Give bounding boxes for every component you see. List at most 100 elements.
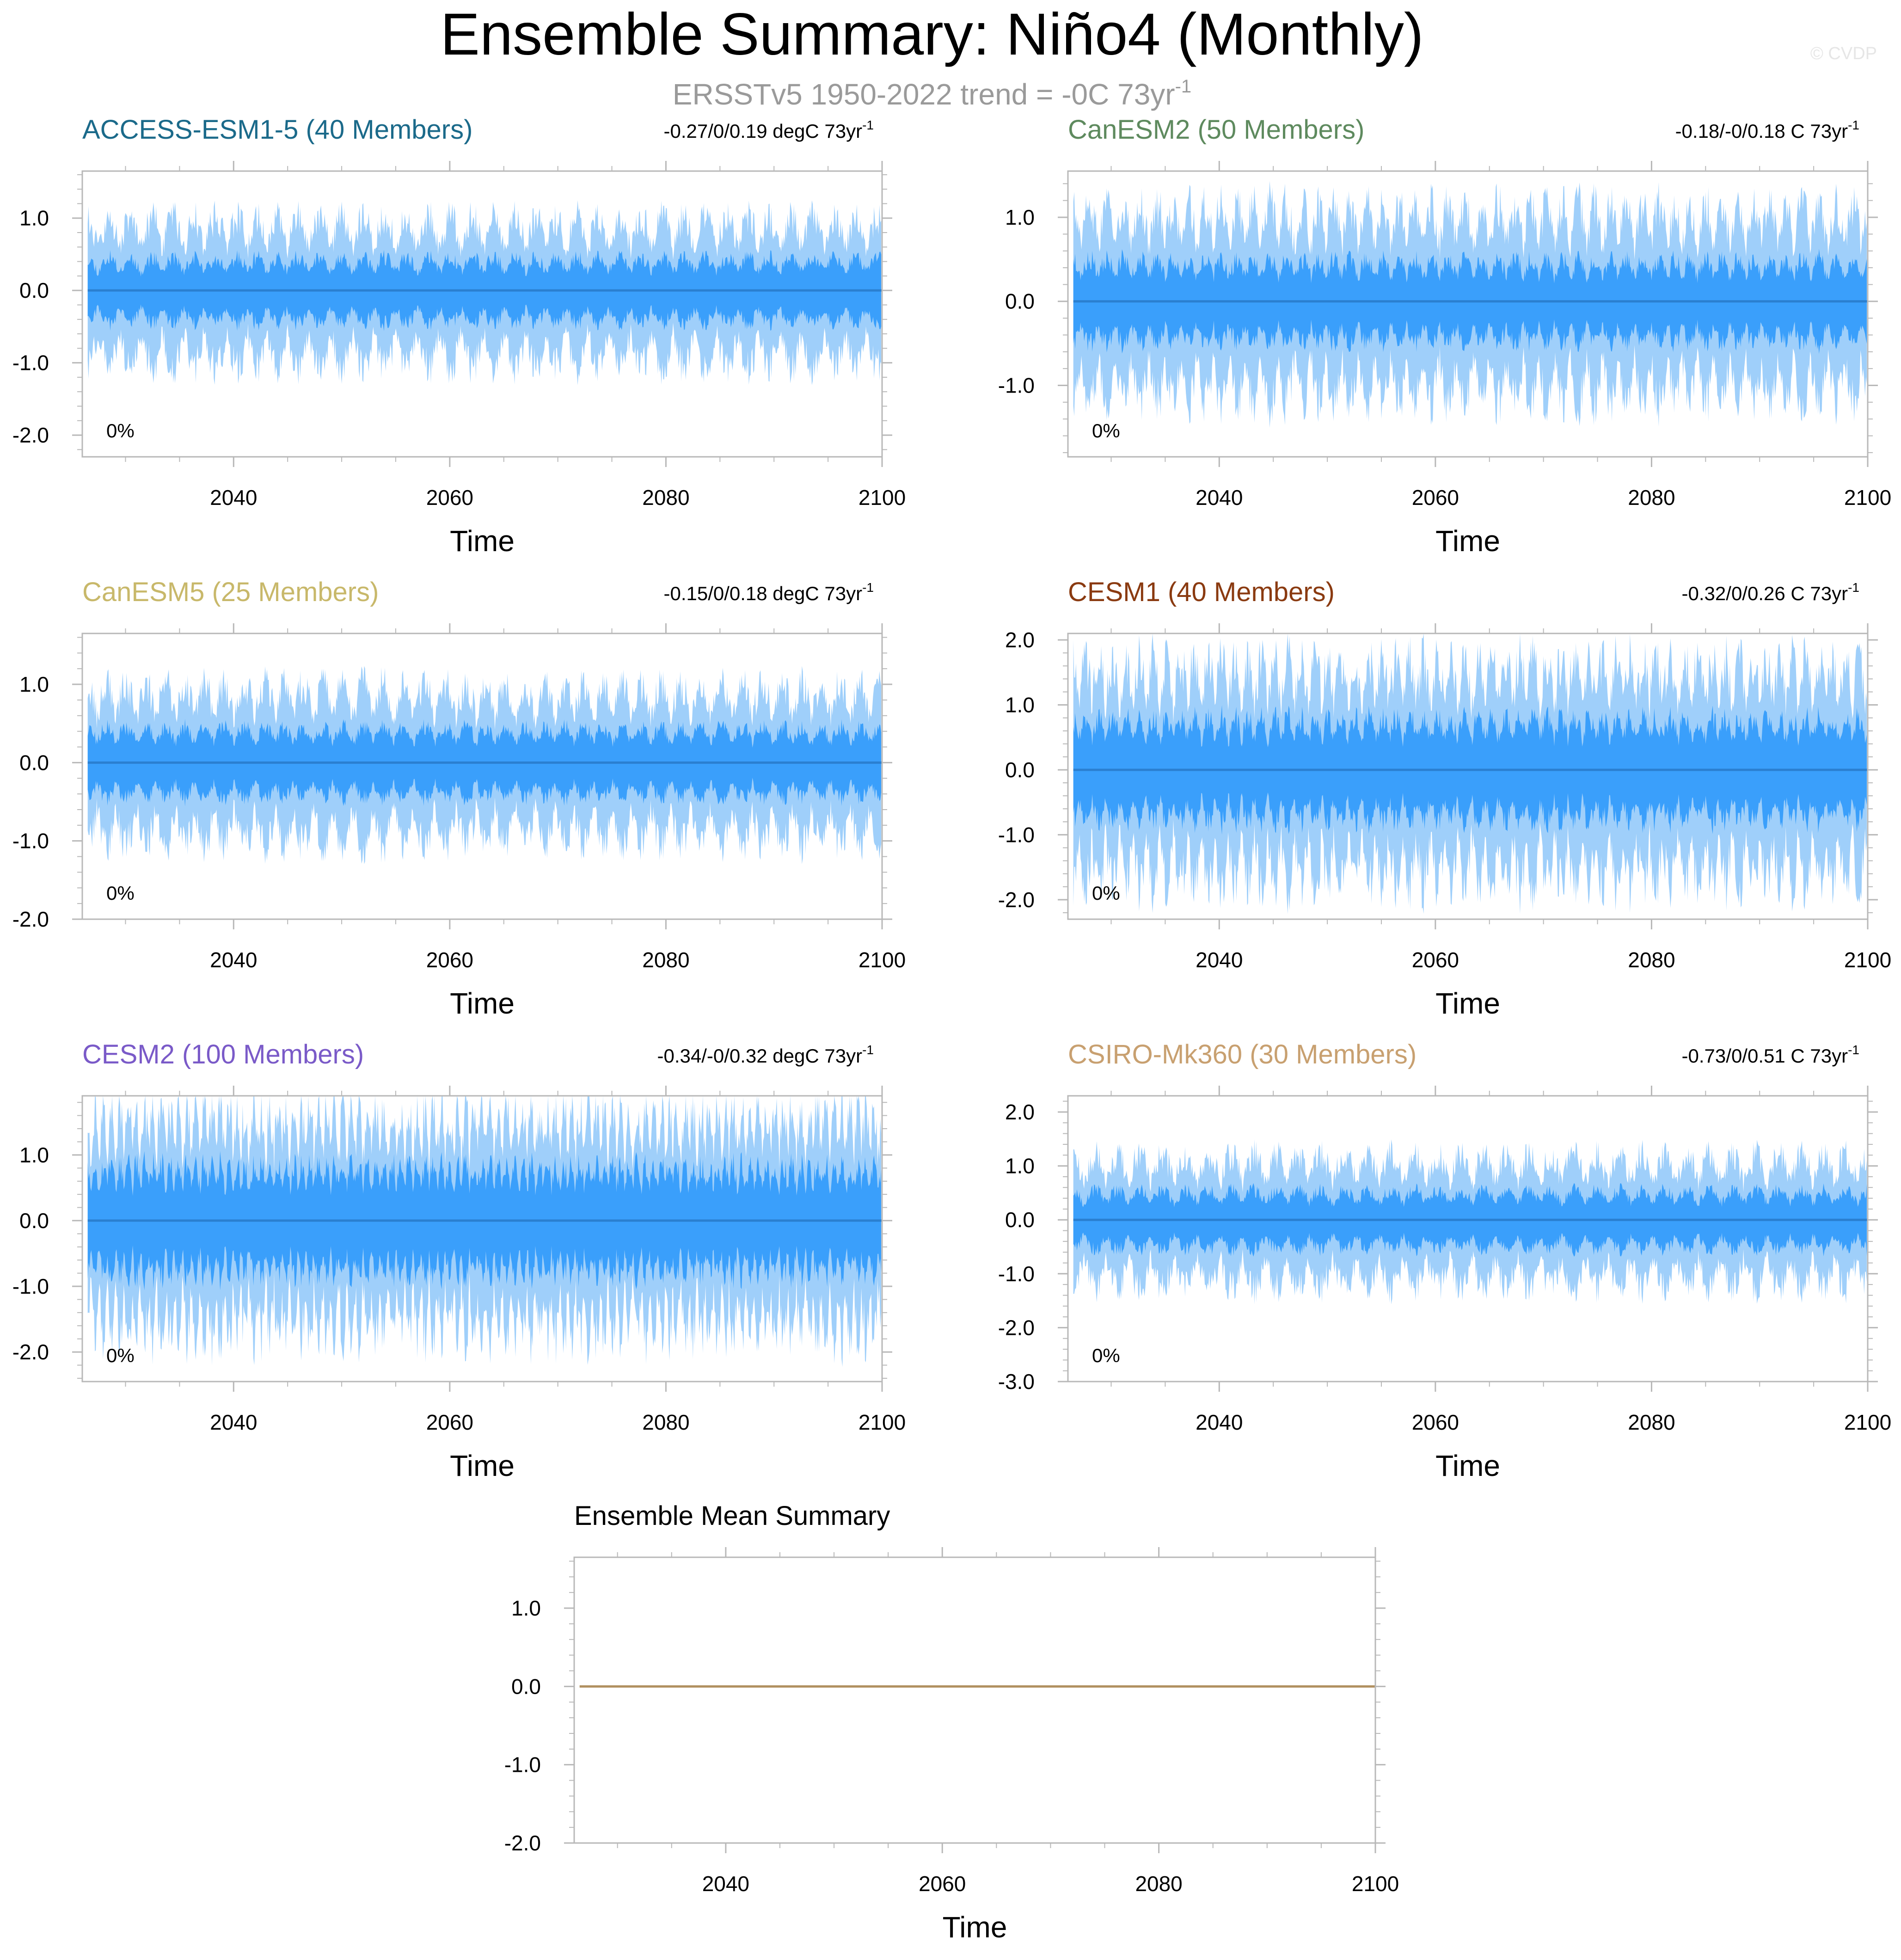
y-tick-label: 0.0 (1005, 289, 1035, 313)
chart-panels: -2.0 -1.0 0.0 1.0 2040 2060 2080 2100 Time ACCESS… (12, 115, 1891, 1944)
panel-title: CanESM2 (50 Members) (1068, 115, 1364, 145)
y-tick-label: -1.0 (504, 1753, 541, 1777)
x-tick-label: 2060 (919, 1872, 966, 1896)
plot-frame (1067, 633, 1869, 920)
figure-subtitle: ERSSTv5 1950-2022 trend = -0C 73yr-1 (673, 76, 1191, 111)
trend-label-text: -0.32/0/0.26 C 73yr (1682, 583, 1848, 604)
plot-frame (573, 1556, 1376, 1844)
y-tick-label: -2.0 (504, 1831, 541, 1855)
x-tick-label: 2100 (1844, 485, 1891, 510)
y-tick-label: 1.0 (511, 1596, 541, 1620)
x-tick-label: 2040 (210, 485, 257, 510)
y-tick-label: -3.0 (998, 1370, 1035, 1394)
chart-panel-5: -2.0 -1.0 0.0 1.0 2040 2060 2080 2100 Time CESM2 … (12, 1039, 906, 1482)
x-tick-label: 2040 (210, 1410, 257, 1434)
y-tick-label: -2.0 (998, 1315, 1035, 1339)
trend-label-superscript: -1 (1848, 1043, 1859, 1057)
x-tick-label: 2040 (1196, 948, 1243, 972)
x-axis-label: Time (450, 524, 515, 558)
y-tick-label: -1.0 (12, 829, 49, 853)
percent-label: 0% (1092, 882, 1120, 904)
x-tick-label: 2100 (859, 1410, 906, 1434)
panel-title: ACCESS-ESM1-5 (40 Members) (82, 115, 472, 145)
x-tick-label: 2060 (1412, 948, 1459, 972)
chart-panel-7: -2.0 -1.0 0.0 1.0 2040 2060 2080 2100 Time Ensemb… (504, 1501, 1399, 1944)
plot-frame (81, 170, 883, 458)
trend-label-text: -0.15/0/0.18 degC 73yr (663, 583, 862, 604)
trend-label-superscript: -1 (862, 1043, 874, 1057)
panel-title: CESM2 (100 Members) (82, 1039, 364, 1069)
chart-panel-1: -2.0 -1.0 0.0 1.0 2040 2060 2080 2100 Time ACCESS… (12, 115, 906, 558)
y-tick-label: -1.0 (998, 374, 1035, 398)
chart-panel-6: -3.0 -2.0 -1.0 0.0 1.0 2.0 2040 2060 2080 2100 Tim… (998, 1039, 1891, 1482)
trend-label-superscript: -1 (1848, 580, 1859, 595)
x-tick-label: 2080 (642, 948, 689, 972)
figure-title: Ensemble Summary: Niño4 (Monthly) (441, 1, 1424, 68)
x-tick-label: 2100 (859, 485, 906, 510)
x-axis-label: Time (1435, 524, 1500, 558)
trend-label: -0.15/0/0.18 degC 73yr-1 (663, 580, 874, 604)
y-tick-label: 1.0 (19, 1143, 49, 1167)
x-tick-label: 2040 (210, 948, 257, 972)
y-tick-label: -1.0 (12, 351, 49, 375)
percent-label: 0% (106, 882, 135, 904)
x-axis-label: Time (450, 987, 515, 1020)
x-tick-label: 2100 (1352, 1872, 1399, 1896)
x-tick-label: 2080 (642, 485, 689, 510)
trend-label-text: -0.18/-0/0.18 C 73yr (1675, 120, 1848, 142)
x-tick-label: 2040 (702, 1872, 749, 1896)
y-tick-label: 1.0 (19, 672, 49, 696)
y-tick-label: 0.0 (1005, 1208, 1035, 1232)
trend-label: -0.32/0/0.26 C 73yr-1 (1682, 580, 1859, 604)
y-tick-label: -2.0 (12, 423, 49, 447)
y-tick-label: 0.0 (19, 1209, 49, 1233)
trend-label-text: -0.73/0/0.51 C 73yr (1682, 1045, 1848, 1067)
percent-label: 0% (1092, 420, 1120, 442)
percent-label: 0% (106, 420, 135, 442)
panel-title: Ensemble Mean Summary (574, 1501, 890, 1531)
y-tick-label: -1.0 (998, 1262, 1035, 1286)
plot-frame (1067, 170, 1869, 458)
x-tick-label: 2060 (1412, 1410, 1459, 1434)
x-tick-label: 2040 (1196, 1410, 1243, 1434)
percent-label: 0% (106, 1345, 135, 1366)
cvdp-watermark: © CVDP (1810, 44, 1877, 63)
trend-label-superscript: -1 (1848, 118, 1859, 132)
plot-frame (1067, 1095, 1869, 1382)
trend-label: -0.27/0/0.19 degC 73yr-1 (663, 118, 874, 142)
x-tick-label: 2100 (859, 948, 906, 972)
x-tick-label: 2080 (642, 1410, 689, 1434)
x-tick-label: 2060 (426, 485, 473, 510)
trend-label: -0.34/-0/0.32 degC 73yr-1 (657, 1043, 874, 1067)
trend-label-text: -0.34/-0/0.32 degC 73yr (657, 1045, 862, 1067)
y-tick-label: 1.0 (19, 206, 49, 230)
x-axis-label: Time (1435, 1449, 1500, 1482)
y-tick-label: 0.0 (19, 750, 49, 774)
trend-label: -0.18/-0/0.18 C 73yr-1 (1675, 118, 1859, 142)
trend-label-superscript: -1 (862, 118, 874, 132)
y-tick-label: 2.0 (1005, 1100, 1035, 1124)
x-axis-label: Time (450, 1449, 515, 1482)
x-tick-label: 2060 (426, 1410, 473, 1434)
x-tick-label: 2100 (1844, 948, 1891, 972)
figure-subtitle-superscript: -1 (1175, 76, 1192, 97)
percent-label: 0% (1092, 1345, 1120, 1366)
plot-frame (81, 633, 883, 920)
x-tick-label: 2080 (1628, 485, 1675, 510)
x-tick-label: 2060 (1412, 485, 1459, 510)
x-tick-label: 2080 (1628, 1410, 1675, 1434)
y-tick-label: 0.0 (1005, 758, 1035, 782)
x-axis-label: Time (1435, 987, 1500, 1020)
y-tick-label: -1.0 (998, 823, 1035, 847)
x-tick-label: 2100 (1844, 1410, 1891, 1434)
panel-title: CanESM5 (25 Members) (82, 577, 379, 607)
x-tick-label: 2040 (1196, 485, 1243, 510)
chart-panel-4: -2.0 -1.0 0.0 1.0 2.0 2040 2060 2080 2100 Time CES… (998, 577, 1891, 1020)
y-tick-label: -2.0 (12, 1340, 49, 1364)
panel-title: CSIRO-Mk360 (30 Members) (1068, 1039, 1417, 1069)
plot-frame (81, 1095, 883, 1382)
plot-area (574, 1557, 1375, 1843)
y-tick-label: -2.0 (998, 888, 1035, 912)
y-tick-label: 2.0 (1005, 628, 1035, 652)
